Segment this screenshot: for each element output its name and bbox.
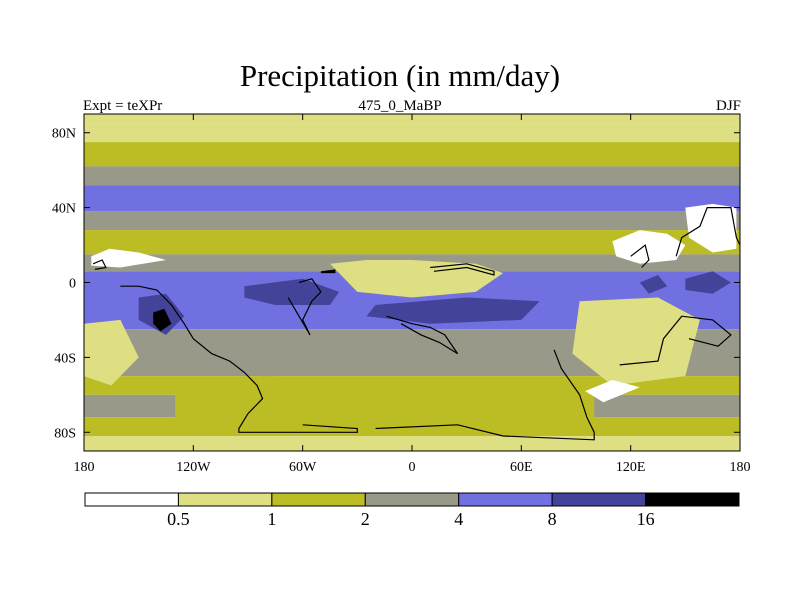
y-tick-label-3: 40S [54, 351, 76, 366]
x-tick-label-1: 120W [176, 460, 211, 475]
precip-region-11 [244, 278, 340, 305]
colorbar-label-2: 2 [361, 509, 370, 529]
experiment-label: Expt = teXPr [83, 98, 163, 114]
coastline-3 [386, 315, 459, 355]
chart-title: Precipitation (in mm/day) [239, 58, 561, 93]
precip-region-9 [175, 376, 595, 433]
x-tick-label-3: 0 [409, 460, 416, 475]
coastline-0 [92, 259, 107, 270]
colorbar-label-0: 0.5 [167, 509, 190, 529]
y-tick-label-2: 0 [69, 277, 76, 292]
x-tick-label-5: 120E [616, 460, 646, 475]
precip-region-12 [366, 297, 540, 324]
precip-region-4 [330, 260, 504, 298]
coastline-7 [630, 244, 650, 268]
precip-region-16 [153, 308, 172, 332]
colorbar-label-4: 8 [548, 509, 557, 529]
y-tick-label-1: 40N [52, 202, 76, 217]
precip-region-14 [639, 275, 668, 294]
colorbar-label-5: 16 [637, 509, 655, 529]
period-label: 475_0_MaBP [358, 98, 442, 114]
colorbar-swatch-1 [177, 492, 273, 507]
zonal-band-5 [84, 211, 740, 231]
coastline-2 [287, 278, 322, 336]
colorbar-label-1: 1 [267, 509, 276, 529]
colorbar-swatch-6 [645, 492, 740, 507]
colorbar-swatch-3 [364, 492, 460, 507]
x-tick-label-2: 60W [289, 460, 317, 475]
zonal-band-4 [84, 185, 740, 212]
colorbar-swatch-2 [271, 492, 366, 507]
precip-region-1 [685, 203, 737, 253]
colorbar-layer: 0.5 1 2 4 8 16 [84, 492, 740, 529]
y-tick-label-4: 80S [54, 426, 76, 441]
zonal-band-3 [84, 166, 740, 186]
colorbar-label-3: 4 [454, 509, 463, 529]
y-tick-label-0: 80N [52, 127, 76, 142]
coastline-layer [92, 207, 740, 441]
contour-fill-layer [84, 114, 740, 451]
x-tick-label-6: 180 [730, 460, 751, 475]
coastline-6 [619, 315, 732, 366]
precip-region-6 [572, 297, 700, 386]
x-tick-label-4: 60E [510, 460, 533, 475]
zonal-band-13 [84, 436, 740, 451]
zonal-band-1 [84, 123, 740, 143]
precip-region-15 [685, 271, 731, 294]
coastline-5 [553, 349, 595, 433]
coastline-9 [430, 263, 495, 276]
season-label: DJF [715, 98, 741, 114]
x-tick-label-0: 180 [74, 460, 95, 475]
coastline-1 [120, 285, 358, 433]
colorbar-swatch-0 [84, 492, 179, 507]
precip-region-8 [84, 319, 139, 386]
precip-region-0 [91, 248, 166, 268]
colorbar-swatch-4 [458, 492, 553, 507]
precip-region-2 [612, 230, 686, 264]
zonal-band-2 [84, 142, 740, 167]
coastline-8 [675, 207, 740, 257]
coastline-4 [375, 424, 595, 441]
axis-layer: 180 120W 60W 0 60E 120E 180 80N 40N 0 40S 80S [52, 114, 751, 475]
precip-region-17 [320, 269, 336, 274]
precip-region-10 [585, 379, 640, 403]
colorbar-swatch-5 [551, 492, 647, 507]
